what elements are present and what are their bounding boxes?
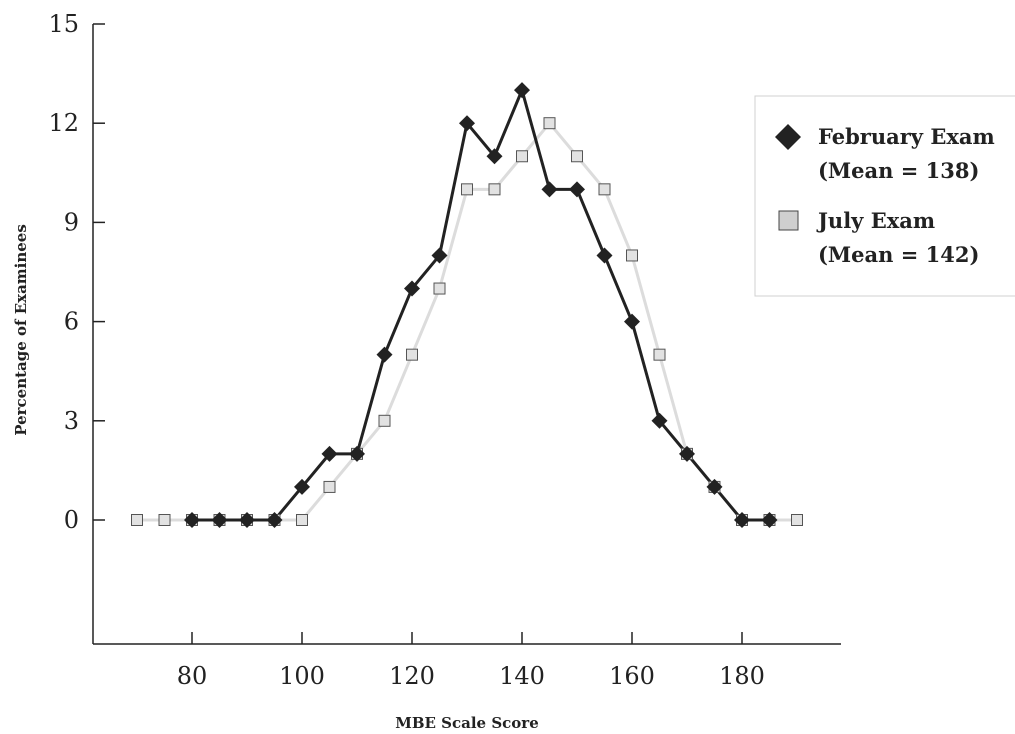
x-tick-label: 160 bbox=[609, 662, 655, 690]
february-data-point bbox=[184, 512, 200, 528]
february-data-point bbox=[431, 247, 448, 264]
legend: February Exam (Mean = 138) July Exam (Me… bbox=[754, 95, 1015, 297]
legend-february-marker bbox=[775, 124, 801, 150]
legend-july-label-line1: July Exam bbox=[816, 208, 935, 233]
february-data-point bbox=[404, 280, 420, 297]
y-tick-label: 0 bbox=[64, 506, 79, 534]
ticks: 0 3 6 9 12 15 80 100 120 140 160 180 bbox=[48, 10, 764, 690]
legend-july-label-line2: (Mean = 142) bbox=[818, 242, 979, 267]
february-data-point bbox=[211, 512, 228, 528]
february-data-point bbox=[514, 82, 530, 99]
x-tick-label: 80 bbox=[177, 662, 208, 690]
july-data-point bbox=[433, 282, 446, 295]
july-data-point bbox=[461, 183, 473, 196]
x-tick-label: 180 bbox=[719, 662, 765, 690]
february-series-line bbox=[192, 88, 770, 522]
february-data-point bbox=[679, 445, 695, 462]
legend-february-label-line2: (Mean = 138) bbox=[818, 158, 979, 183]
february-data-point bbox=[239, 512, 255, 528]
july-data-point bbox=[323, 480, 336, 493]
y-tick-label: 15 bbox=[48, 10, 79, 38]
july-data-point bbox=[516, 150, 528, 163]
y-tick-label: 3 bbox=[64, 407, 79, 435]
series-lines bbox=[137, 88, 797, 522]
july-data-point bbox=[626, 249, 638, 262]
february-data-point bbox=[294, 478, 310, 495]
february-data-point bbox=[541, 181, 558, 198]
markers bbox=[131, 82, 803, 528]
february-data-point bbox=[486, 148, 503, 165]
july-data-point bbox=[131, 514, 143, 526]
y-tick-label: 12 bbox=[48, 109, 79, 137]
y-tick-label: 9 bbox=[64, 208, 79, 236]
february-data-point bbox=[624, 313, 640, 330]
x-axis-title: MBE Scale Score bbox=[395, 714, 539, 732]
july-data-point bbox=[488, 183, 501, 196]
july-data-point bbox=[296, 514, 308, 526]
february-data-point bbox=[459, 115, 475, 132]
july-data-point bbox=[543, 117, 556, 130]
y-axis-title: Percentage of Examinees bbox=[12, 224, 30, 436]
x-tick-label: 140 bbox=[499, 662, 545, 690]
february-data-point bbox=[596, 247, 613, 264]
july-data-point bbox=[791, 514, 803, 526]
july-series-line bbox=[137, 121, 797, 522]
february-data-point bbox=[761, 512, 778, 528]
legend-box bbox=[754, 95, 1015, 297]
july-data-point bbox=[598, 183, 611, 196]
axes bbox=[92, 24, 841, 645]
february-data-point bbox=[376, 346, 393, 363]
february-data-point bbox=[734, 512, 750, 528]
february-data-point bbox=[706, 478, 723, 495]
february-data-point bbox=[321, 445, 338, 462]
february-data-point bbox=[651, 412, 668, 429]
july-data-point bbox=[158, 514, 171, 526]
x-tick-label: 100 bbox=[279, 662, 325, 690]
july-data-point bbox=[571, 150, 583, 163]
legend-february-label-line1: February Exam bbox=[818, 124, 995, 149]
july-data-point bbox=[653, 348, 666, 361]
february-data-point bbox=[349, 445, 365, 462]
february-data-point bbox=[569, 181, 585, 198]
july-data-point bbox=[378, 414, 391, 427]
february-data-point bbox=[266, 512, 283, 528]
y-tick-label: 6 bbox=[64, 308, 79, 336]
july-data-point bbox=[406, 348, 418, 361]
x-tick-label: 120 bbox=[389, 662, 435, 690]
legend-july-marker bbox=[778, 210, 799, 231]
